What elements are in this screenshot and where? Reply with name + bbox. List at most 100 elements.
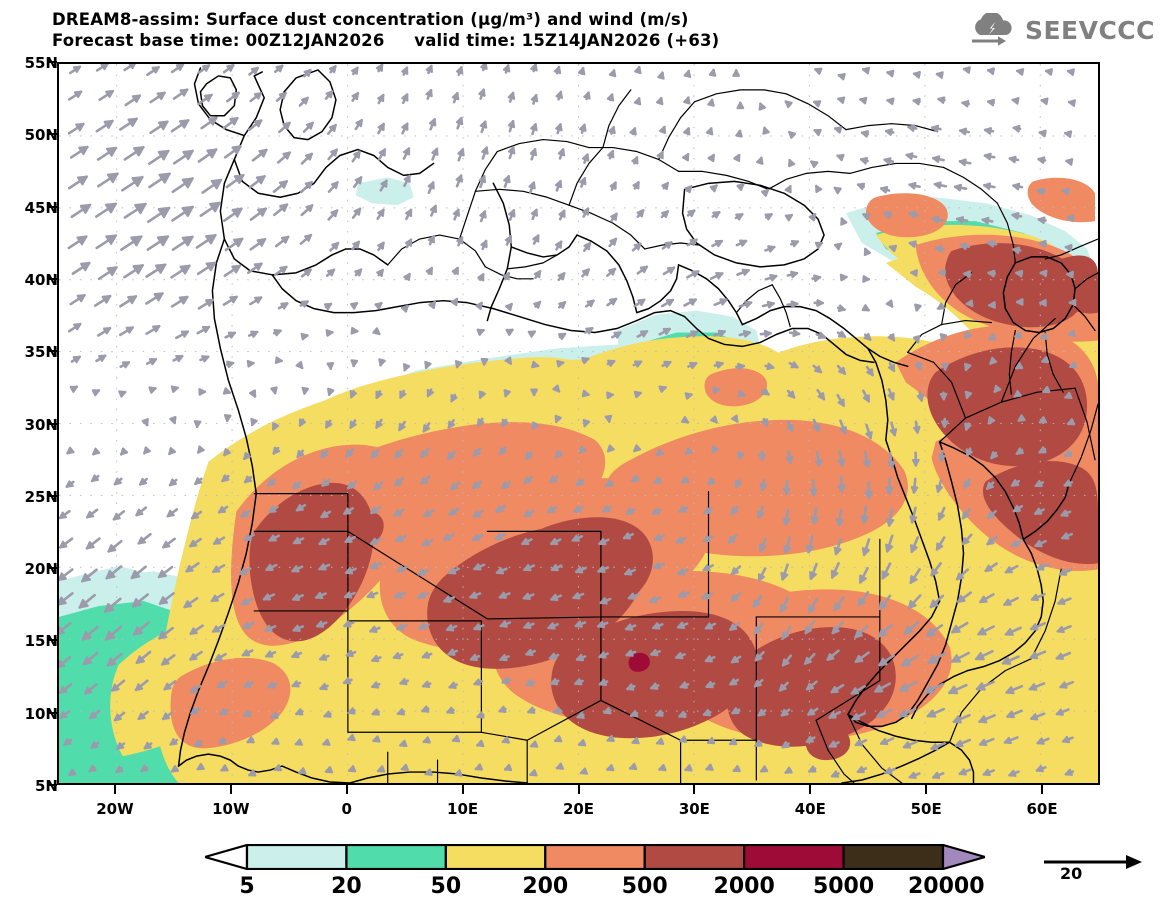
- wind-arrow: [354, 118, 364, 131]
- wind-arrow: [878, 654, 895, 667]
- wind-arrow: [507, 119, 516, 133]
- wind-arrow: [223, 448, 231, 457]
- x-axis-tick: [925, 785, 928, 794]
- wind-arrow: [59, 537, 74, 549]
- wind-arrow: [652, 622, 664, 630]
- wind-arrow: [810, 160, 819, 169]
- wind-arrow: [902, 740, 918, 749]
- wind-arrow: [243, 475, 253, 484]
- wind-arrow: [993, 384, 1002, 394]
- wind-arrow: [898, 707, 917, 718]
- wind-arrow: [300, 204, 314, 217]
- wind-arrow: [833, 242, 843, 251]
- wind-arrow: [238, 567, 252, 576]
- wind-arrow: [553, 735, 563, 743]
- wind-arrow: [603, 707, 612, 715]
- forecast-map[interactable]: [57, 62, 1100, 785]
- wind-arrow: [427, 235, 435, 246]
- wind-arrow: [907, 594, 922, 610]
- wind-arrow: [146, 65, 160, 77]
- wind-arrow: [680, 416, 690, 424]
- wind-arrow: [323, 710, 332, 718]
- wind-arrow: [711, 239, 724, 248]
- wind-arrow: [878, 594, 892, 611]
- wind-arrow: [931, 215, 944, 224]
- wind-arrow: [679, 681, 690, 689]
- wind-arrow: [67, 175, 88, 190]
- wind-arrow: [780, 596, 789, 613]
- wind-arrow: [704, 622, 717, 630]
- wind-arrow: [1029, 621, 1047, 631]
- wind-arrow: [760, 188, 770, 197]
- wind-arrow: [788, 329, 801, 338]
- wind-arrow: [885, 477, 894, 495]
- wind-arrow: [170, 765, 180, 773]
- wind-arrow: [428, 118, 437, 131]
- wind-arrow: [1036, 563, 1050, 571]
- wind-arrow: [577, 66, 586, 76]
- wind-arrow: [417, 568, 430, 576]
- wind-arrow: [345, 448, 354, 458]
- wind-arrow: [223, 264, 242, 278]
- wind-arrow: [557, 332, 567, 341]
- wind-arrow: [499, 654, 510, 662]
- wind-arrow: [532, 234, 540, 245]
- wind-arrow: [633, 444, 642, 453]
- wind-arrow: [713, 361, 724, 369]
- colorbar[interactable]: 5 20 50 200 500 2000 5000 20000: [205, 844, 985, 902]
- wind-arrow: [446, 706, 455, 714]
- wind-arrow: [1013, 390, 1022, 398]
- wind-arrow: [683, 96, 691, 105]
- wind-arrow: [1067, 329, 1076, 338]
- wind-arrow: [67, 122, 85, 135]
- wind-arrow: [350, 326, 359, 335]
- wind-arrow: [1029, 650, 1047, 660]
- wind-arrow: [953, 183, 968, 192]
- wind-arrow: [729, 622, 740, 631]
- wind-arrow: [709, 272, 724, 280]
- wind-arrow: [1038, 239, 1048, 248]
- colorbar-segment: [345, 844, 447, 870]
- wind-arrow: [91, 389, 101, 397]
- wind-arrow: [95, 234, 118, 250]
- wind-arrow: [247, 119, 263, 132]
- wind-arrow: [1040, 97, 1049, 106]
- wind-arrow: [118, 326, 134, 337]
- wind-arrow: [705, 680, 716, 689]
- wind-arrow: [224, 237, 244, 252]
- wind-arrow: [734, 479, 742, 489]
- wind-arrow: [983, 182, 996, 190]
- wind-arrow: [242, 709, 252, 718]
- wind-arrow: [554, 450, 563, 459]
- wind-arrow: [343, 620, 355, 628]
- wind-arrow: [220, 764, 229, 772]
- wind-arrow: [303, 68, 312, 78]
- wind-arrow: [630, 474, 640, 483]
- wind-arrow: [106, 652, 123, 667]
- wind-arrow: [171, 235, 194, 251]
- wind-arrow: [374, 301, 383, 310]
- wind-arrow: [398, 420, 406, 432]
- wind-arrow: [814, 67, 823, 75]
- wind-arrow: [113, 477, 123, 486]
- wind-arrow: [1017, 414, 1026, 422]
- wind-arrow: [878, 623, 894, 638]
- wind-arrow: [837, 96, 846, 104]
- wind-arrow: [455, 174, 463, 188]
- wind-arrow: [856, 182, 866, 191]
- wind-arrow: [1011, 97, 1020, 105]
- wind-arrow: [778, 681, 789, 692]
- wind-arrow: [582, 418, 591, 428]
- wind-arrow: [1008, 769, 1020, 777]
- wind-arrow: [1066, 68, 1075, 76]
- wind-arrow: [533, 270, 542, 279]
- wind-arrow: [702, 709, 712, 717]
- wind-arrow: [905, 152, 918, 160]
- wind-arrow: [376, 268, 385, 278]
- wind-arrow: [226, 91, 241, 103]
- wind-arrow: [701, 592, 714, 600]
- wind-arrow: [172, 88, 189, 100]
- colorbar-tick: 5000: [812, 874, 875, 899]
- wind-arrow: [498, 705, 507, 713]
- wind-arrow: [735, 362, 746, 371]
